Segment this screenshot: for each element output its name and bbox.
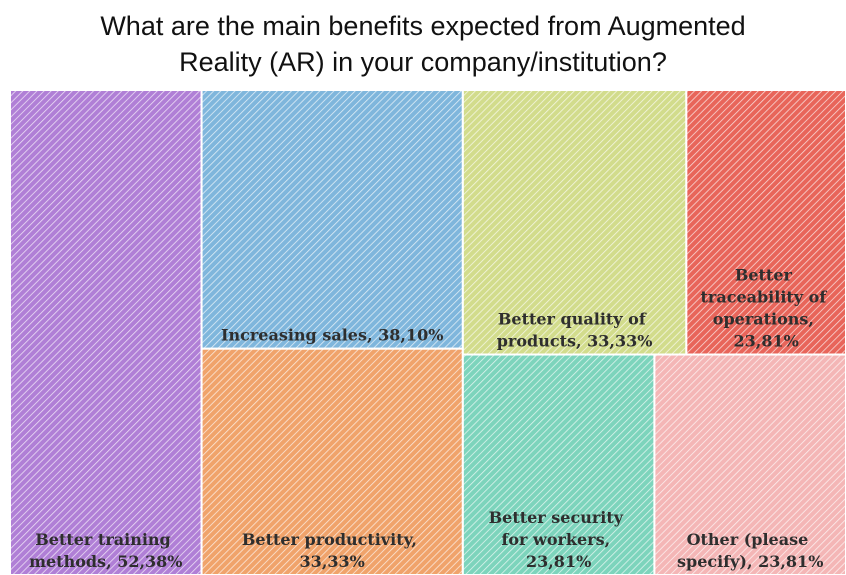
tile-label: Better quality of products, 33,33% (497, 310, 653, 351)
treemap-tile (461, 89, 688, 356)
treemap-tile (200, 89, 464, 350)
tile-label: Better traceability of operations, 23,81… (701, 266, 832, 351)
tile-label: Increasing sales, 38,10% (221, 326, 443, 345)
tile-label: Better training methods, 52,38% (29, 530, 182, 571)
tile-label: Better security for workers, 23,81% (489, 508, 629, 571)
treemap-tile (9, 89, 203, 575)
tile-label: Other (please specify), 23,81% (677, 530, 823, 571)
treemap-tile (685, 89, 846, 356)
chart-title: What are the main benefits expected from… (100, 11, 746, 77)
tile-label: Better productivity, 33,33% (242, 530, 423, 571)
treemap-tile (653, 353, 846, 575)
